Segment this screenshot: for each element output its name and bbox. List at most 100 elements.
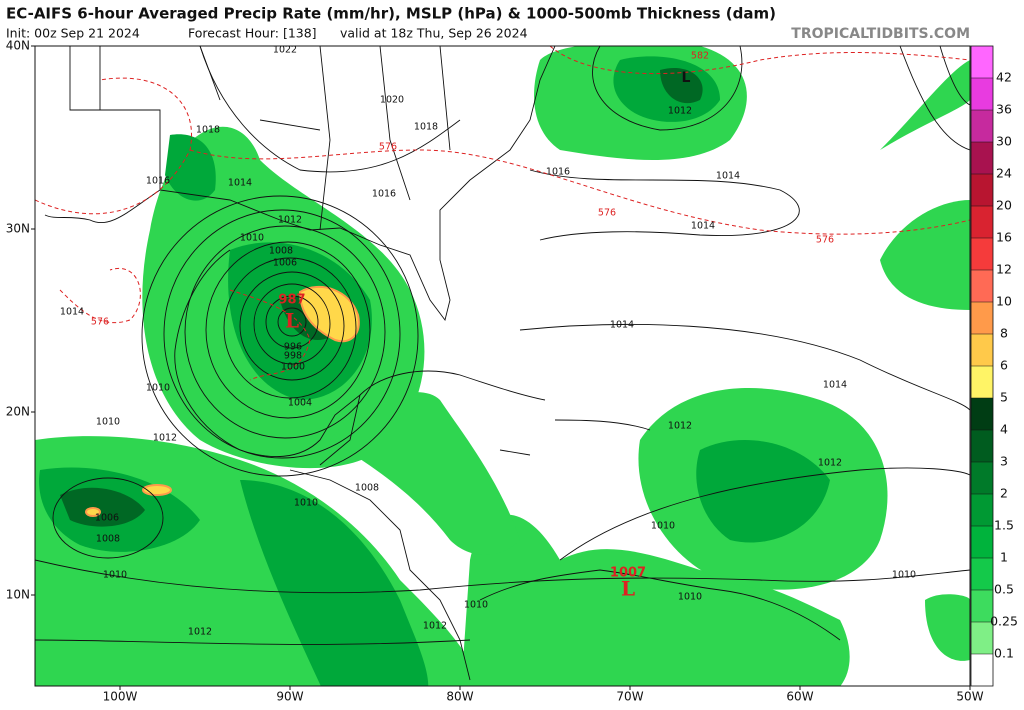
thickness-label: 576	[598, 208, 616, 219]
isobar-label: 1010	[103, 570, 127, 581]
isobar-label: 998	[284, 351, 302, 362]
colorbar-label: 20	[996, 198, 1012, 213]
isobar-label: 1008	[96, 534, 120, 545]
colorbar-label: 5	[1000, 390, 1008, 405]
colorbar-segment	[971, 398, 993, 430]
low-symbol: L	[285, 309, 299, 333]
isobar-label: 1012	[188, 627, 212, 638]
colorbar: 42 36 30 24 20 16 12 10 8 6 5 4 3 2 1.5 1 0.5 0.25 0.1	[970, 45, 1018, 687]
isobar-label: 1006	[273, 258, 297, 269]
colorbar-label: 0.1	[994, 646, 1014, 661]
colorbar-segment	[971, 142, 993, 174]
lat-label: 20N	[6, 405, 30, 419]
isobar-label: 1022	[273, 45, 297, 56]
colorbar-label: 1	[1000, 550, 1008, 565]
map-labels: 1022 1020 1018 1018 1016 1014 1016 1016 1012 1014…	[60, 45, 916, 638]
colorbar-segment	[971, 622, 993, 654]
isobars	[35, 46, 970, 645]
low-pressure: 987	[278, 293, 305, 308]
isobar-label: 1000	[281, 362, 305, 373]
colorbar-segment	[971, 366, 993, 398]
lon-label: 90W	[276, 690, 303, 704]
colorbar-segment	[971, 270, 993, 302]
lon-label: 50W	[956, 690, 983, 704]
colorbar-segment	[971, 558, 993, 590]
thickness-lines	[35, 46, 970, 381]
colorbar-segment	[971, 110, 993, 142]
title: EC-AIFS 6-hour Averaged Precip Rate (mm/…	[6, 5, 776, 23]
init-time: Init: 00z Sep 21 2024	[6, 26, 140, 41]
isobar-label: 1010	[294, 498, 318, 509]
isobar-label: 1012	[423, 621, 447, 632]
colorbar-label: 36	[996, 102, 1012, 117]
isobar-label: 1016	[372, 189, 396, 200]
isobar-label: 1014	[610, 320, 634, 331]
colorbar-label: 42	[996, 70, 1012, 85]
isobar-label: 996	[284, 342, 302, 353]
source: TROPICALTIDBITS.COM	[791, 26, 970, 42]
isobar-label: 1010	[651, 521, 675, 532]
colorbar-segment	[971, 590, 993, 622]
isobar-label: 1006	[95, 513, 119, 524]
colorbar-label: 24	[996, 166, 1012, 181]
colorbar-label: 0.25	[990, 614, 1018, 629]
axes: 40N 30N 20N 10N 100W 90W 80W 70W 60W 50W	[6, 39, 984, 704]
isobar-label: 1014	[60, 307, 84, 318]
colorbar-segment	[971, 334, 993, 366]
isobar-label: 1016	[546, 167, 570, 178]
colorbar-segment	[971, 494, 993, 526]
lon-label: 80W	[446, 690, 473, 704]
lat-label: 30N	[6, 222, 30, 236]
isobar-label: 1012	[818, 458, 842, 469]
isobar-label: 1014	[691, 221, 715, 232]
colorbar-segment	[971, 526, 993, 558]
lat-label: 10N	[6, 588, 30, 602]
isobar-label: 1010	[96, 417, 120, 428]
isobar-label: 1014	[823, 380, 847, 391]
colorbar-label: 0.5	[994, 582, 1014, 597]
colorbar-label: 12	[996, 262, 1012, 277]
colorbar-label: 8	[1000, 326, 1008, 341]
colorbar-segment	[971, 174, 993, 206]
low-pressure: 1007	[610, 566, 646, 581]
colorbar-segment	[971, 46, 993, 78]
colorbar-label: 2	[1000, 486, 1008, 501]
isobar-label: 1014	[228, 178, 252, 189]
isobar-label: 1004	[288, 398, 312, 409]
colorbar-label: 1.5	[994, 518, 1014, 533]
colorbar-segment	[971, 430, 993, 462]
thickness-label: 576	[379, 142, 397, 153]
isobar-label: 1018	[196, 125, 220, 136]
thickness-label: 576	[816, 235, 834, 246]
isobar-label: 1016	[146, 176, 170, 187]
map-frame	[34, 45, 971, 687]
isobar-label: 1018	[414, 122, 438, 133]
colorbar-label: 16	[996, 230, 1012, 245]
isobar-label: 1010	[240, 233, 264, 244]
isobar-label: 1014	[716, 171, 740, 182]
colorbar-label: 6	[1000, 358, 1008, 373]
isobar-label: 1010	[892, 570, 916, 581]
thickness-label: 576	[91, 317, 109, 328]
isobar-label: 1008	[269, 246, 293, 257]
isobar-label: 1010	[678, 592, 702, 603]
valid-time: valid at 18z Thu, Sep 26 2024	[340, 26, 528, 41]
colorbar-segment	[971, 302, 993, 334]
colorbar-label: 4	[1000, 422, 1008, 437]
colorbar-segment	[971, 462, 993, 494]
colorbar-segment	[971, 238, 993, 270]
lon-label: 70W	[616, 690, 643, 704]
colorbar-label: 3	[1000, 454, 1008, 469]
lon-label: 60W	[786, 690, 813, 704]
colorbar-label: 10	[996, 294, 1012, 309]
isobar-label: 1010	[146, 383, 170, 394]
low-symbol: L	[621, 577, 635, 601]
lon-label: 100W	[103, 690, 138, 704]
isobar-label: 1010	[464, 600, 488, 611]
forecast-hour: Forecast Hour: [138]	[188, 26, 317, 41]
colorbar-segment	[971, 206, 993, 238]
isobar-label: 1012	[278, 215, 302, 226]
isobar-label: 1012	[668, 106, 692, 117]
coastlines	[35, 46, 841, 681]
